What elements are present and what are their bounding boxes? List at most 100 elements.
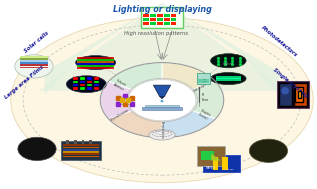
Wedge shape: [162, 63, 216, 100]
Bar: [20, 56, 48, 58]
FancyBboxPatch shape: [144, 22, 149, 25]
Bar: [63, 156, 99, 157]
FancyBboxPatch shape: [150, 18, 156, 21]
Text: Ink preparation: Ink preparation: [193, 78, 215, 93]
Wedge shape: [162, 81, 224, 119]
Text: ~: ~: [201, 79, 206, 84]
Polygon shape: [159, 96, 165, 99]
Bar: [80, 87, 85, 90]
FancyBboxPatch shape: [61, 141, 101, 160]
Wedge shape: [162, 100, 216, 138]
FancyBboxPatch shape: [197, 73, 210, 84]
FancyBboxPatch shape: [203, 155, 240, 172]
Ellipse shape: [75, 56, 116, 70]
Ellipse shape: [160, 100, 164, 102]
FancyBboxPatch shape: [295, 87, 303, 102]
FancyBboxPatch shape: [216, 78, 241, 80]
Bar: [63, 144, 99, 146]
Circle shape: [18, 137, 56, 160]
FancyBboxPatch shape: [171, 18, 176, 21]
FancyBboxPatch shape: [157, 14, 163, 17]
FancyBboxPatch shape: [164, 22, 170, 25]
Polygon shape: [211, 154, 221, 160]
Ellipse shape: [66, 76, 107, 93]
Text: Evaporation: Evaporation: [160, 121, 164, 139]
FancyBboxPatch shape: [157, 18, 163, 21]
Bar: [80, 84, 85, 86]
Ellipse shape: [149, 130, 175, 140]
Bar: [94, 84, 99, 86]
Bar: [20, 67, 48, 68]
Wedge shape: [108, 63, 162, 100]
FancyBboxPatch shape: [294, 83, 307, 106]
Polygon shape: [45, 3, 279, 94]
Bar: [222, 157, 228, 170]
Wedge shape: [108, 100, 162, 138]
Text: Single crystals: Single crystals: [272, 67, 308, 99]
FancyBboxPatch shape: [197, 146, 225, 166]
FancyBboxPatch shape: [277, 81, 309, 108]
Bar: [89, 140, 92, 144]
Circle shape: [249, 139, 288, 162]
FancyBboxPatch shape: [164, 14, 170, 17]
FancyBboxPatch shape: [144, 14, 149, 17]
Circle shape: [15, 55, 53, 78]
FancyBboxPatch shape: [171, 22, 176, 25]
Text: d: d: [178, 7, 181, 11]
Text: Lighting or displaying: Lighting or displaying: [113, 5, 211, 14]
Ellipse shape: [210, 54, 246, 68]
Text: MAPbI3: MAPbI3: [206, 166, 216, 170]
Text: High resolution patterns: High resolution patterns: [124, 31, 188, 36]
FancyBboxPatch shape: [150, 22, 156, 25]
Text: Crystallization: Crystallization: [109, 108, 130, 122]
FancyBboxPatch shape: [141, 7, 183, 29]
FancyBboxPatch shape: [216, 76, 241, 81]
Bar: [74, 87, 78, 90]
Bar: [87, 84, 92, 86]
Bar: [20, 60, 48, 62]
FancyBboxPatch shape: [164, 18, 170, 21]
Text: M
fibras: M fibras: [202, 93, 209, 102]
Bar: [63, 147, 99, 148]
FancyBboxPatch shape: [157, 22, 163, 25]
FancyBboxPatch shape: [279, 83, 292, 106]
Text: High res: High res: [223, 62, 234, 66]
Bar: [87, 81, 92, 83]
FancyBboxPatch shape: [171, 14, 176, 17]
FancyBboxPatch shape: [150, 14, 156, 17]
Bar: [20, 64, 48, 66]
Bar: [74, 81, 78, 83]
FancyBboxPatch shape: [298, 91, 301, 98]
Bar: [63, 153, 99, 155]
Text: Solar cells: Solar cells: [24, 30, 50, 54]
Bar: [80, 77, 85, 80]
Bar: [94, 81, 99, 83]
Bar: [94, 87, 99, 90]
Bar: [87, 77, 92, 80]
Polygon shape: [39, 3, 285, 91]
FancyBboxPatch shape: [144, 18, 149, 21]
Bar: [82, 140, 84, 144]
Bar: [20, 62, 48, 64]
Ellipse shape: [210, 72, 246, 85]
Bar: [63, 151, 99, 153]
Bar: [66, 140, 69, 144]
Bar: [74, 77, 78, 80]
Bar: [94, 77, 99, 80]
FancyBboxPatch shape: [201, 151, 214, 160]
Text: Solvent
Additive: Solvent Additive: [112, 78, 127, 92]
Bar: [213, 157, 218, 170]
Bar: [74, 140, 76, 144]
Circle shape: [128, 80, 196, 121]
FancyBboxPatch shape: [198, 79, 209, 83]
Text: Large area Films: Large area Films: [4, 64, 45, 100]
Text: ~: ~: [201, 77, 206, 83]
Polygon shape: [153, 85, 171, 96]
Bar: [80, 81, 85, 83]
Ellipse shape: [281, 87, 289, 94]
Bar: [74, 84, 78, 86]
Bar: [87, 87, 92, 90]
FancyBboxPatch shape: [142, 107, 182, 109]
Wedge shape: [100, 81, 162, 119]
Text: Photodetectors: Photodetectors: [260, 25, 298, 59]
